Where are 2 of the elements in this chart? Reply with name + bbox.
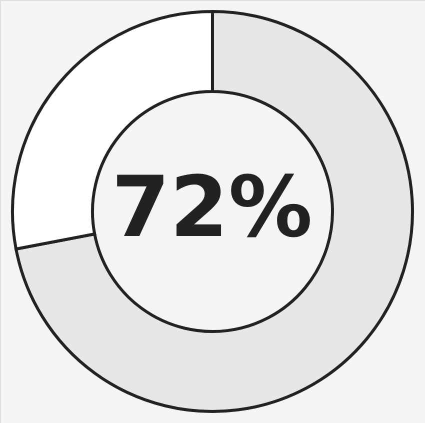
donut-slice — [14, 10, 414, 413]
text: 72% — [111, 158, 313, 256]
